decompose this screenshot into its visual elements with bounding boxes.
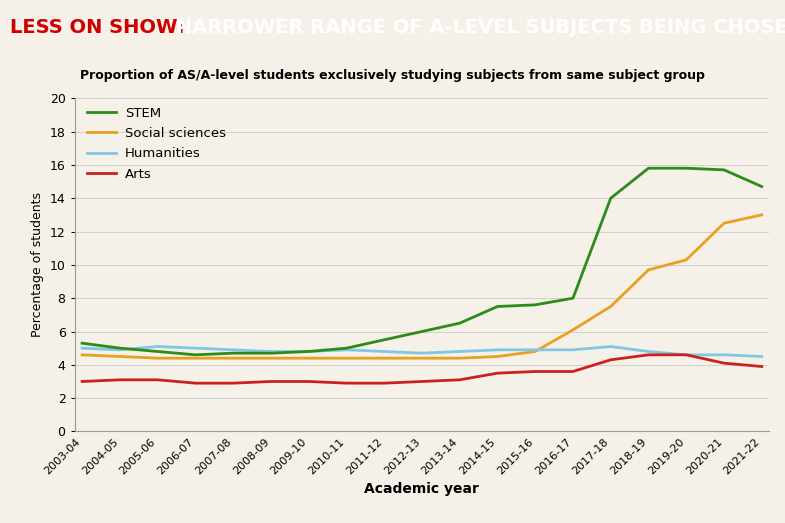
Humanities bbox=[304, 348, 313, 355]
Social sciences bbox=[379, 355, 389, 361]
Text: NARROWER RANGE OF A-LEVEL SUBJECTS BEING CHOSEN: NARROWER RANGE OF A-LEVEL SUBJECTS BEING… bbox=[169, 18, 785, 37]
STEM bbox=[379, 337, 389, 343]
Arts bbox=[757, 363, 766, 370]
Arts bbox=[681, 351, 691, 358]
Humanities bbox=[418, 350, 427, 356]
Humanities bbox=[191, 345, 200, 351]
Social sciences bbox=[455, 355, 465, 361]
STEM bbox=[341, 345, 351, 351]
Humanities bbox=[115, 347, 125, 353]
Humanities bbox=[644, 348, 653, 355]
STEM bbox=[644, 165, 653, 172]
Social sciences bbox=[78, 351, 87, 358]
Humanities bbox=[493, 347, 502, 353]
X-axis label: Academic year: Academic year bbox=[364, 482, 480, 496]
Arts bbox=[531, 368, 540, 374]
Legend: STEM, Social sciences, Humanities, Arts: STEM, Social sciences, Humanities, Arts bbox=[82, 101, 232, 186]
STEM bbox=[78, 340, 87, 346]
STEM bbox=[455, 320, 465, 326]
Social sciences bbox=[493, 354, 502, 360]
Line: Social sciences: Social sciences bbox=[82, 215, 761, 358]
Arts bbox=[191, 380, 200, 386]
Humanities bbox=[568, 347, 578, 353]
STEM bbox=[493, 303, 502, 310]
Humanities bbox=[341, 347, 351, 353]
STEM bbox=[228, 350, 238, 356]
Humanities bbox=[153, 344, 162, 350]
Social sciences bbox=[304, 355, 313, 361]
STEM bbox=[606, 195, 615, 201]
Arts bbox=[228, 380, 238, 386]
Arts bbox=[455, 377, 465, 383]
Text: LESS ON SHOW:: LESS ON SHOW: bbox=[10, 18, 184, 37]
Social sciences bbox=[115, 354, 125, 360]
Line: Humanities: Humanities bbox=[82, 347, 761, 357]
Social sciences bbox=[228, 355, 238, 361]
Social sciences bbox=[266, 355, 276, 361]
Social sciences bbox=[757, 212, 766, 218]
Arts bbox=[568, 368, 578, 374]
Line: Arts: Arts bbox=[82, 355, 761, 383]
Arts bbox=[493, 370, 502, 376]
STEM bbox=[757, 184, 766, 190]
Arts bbox=[644, 351, 653, 358]
STEM bbox=[191, 351, 200, 358]
Arts bbox=[78, 378, 87, 384]
Arts bbox=[266, 378, 276, 384]
Humanities bbox=[606, 344, 615, 350]
Text: Proportion of AS/A-level students exclusively studying subjects from same subjec: Proportion of AS/A-level students exclus… bbox=[80, 70, 705, 83]
Social sciences bbox=[606, 303, 615, 310]
Humanities bbox=[531, 347, 540, 353]
STEM bbox=[531, 302, 540, 308]
STEM bbox=[568, 295, 578, 301]
Arts bbox=[418, 378, 427, 384]
Line: STEM: STEM bbox=[82, 168, 761, 355]
Social sciences bbox=[531, 348, 540, 355]
STEM bbox=[681, 165, 691, 172]
Humanities bbox=[379, 348, 389, 355]
STEM bbox=[115, 345, 125, 351]
Y-axis label: Percentage of students: Percentage of students bbox=[31, 192, 44, 337]
Humanities bbox=[228, 347, 238, 353]
STEM bbox=[153, 348, 162, 355]
Humanities bbox=[719, 351, 728, 358]
Social sciences bbox=[719, 220, 728, 226]
Social sciences bbox=[418, 355, 427, 361]
Arts bbox=[606, 357, 615, 363]
Arts bbox=[115, 377, 125, 383]
STEM bbox=[719, 167, 728, 173]
STEM bbox=[418, 328, 427, 335]
Social sciences bbox=[644, 267, 653, 273]
Social sciences bbox=[191, 355, 200, 361]
Social sciences bbox=[681, 257, 691, 263]
Humanities bbox=[78, 345, 87, 351]
Humanities bbox=[681, 351, 691, 358]
Arts bbox=[153, 377, 162, 383]
Arts bbox=[304, 378, 313, 384]
STEM bbox=[266, 350, 276, 356]
Social sciences bbox=[341, 355, 351, 361]
Social sciences bbox=[153, 355, 162, 361]
STEM bbox=[304, 348, 313, 355]
Humanities bbox=[455, 348, 465, 355]
Humanities bbox=[757, 354, 766, 360]
Humanities bbox=[266, 348, 276, 355]
Social sciences bbox=[568, 327, 578, 333]
Arts bbox=[379, 380, 389, 386]
Arts bbox=[719, 360, 728, 366]
Arts bbox=[341, 380, 351, 386]
